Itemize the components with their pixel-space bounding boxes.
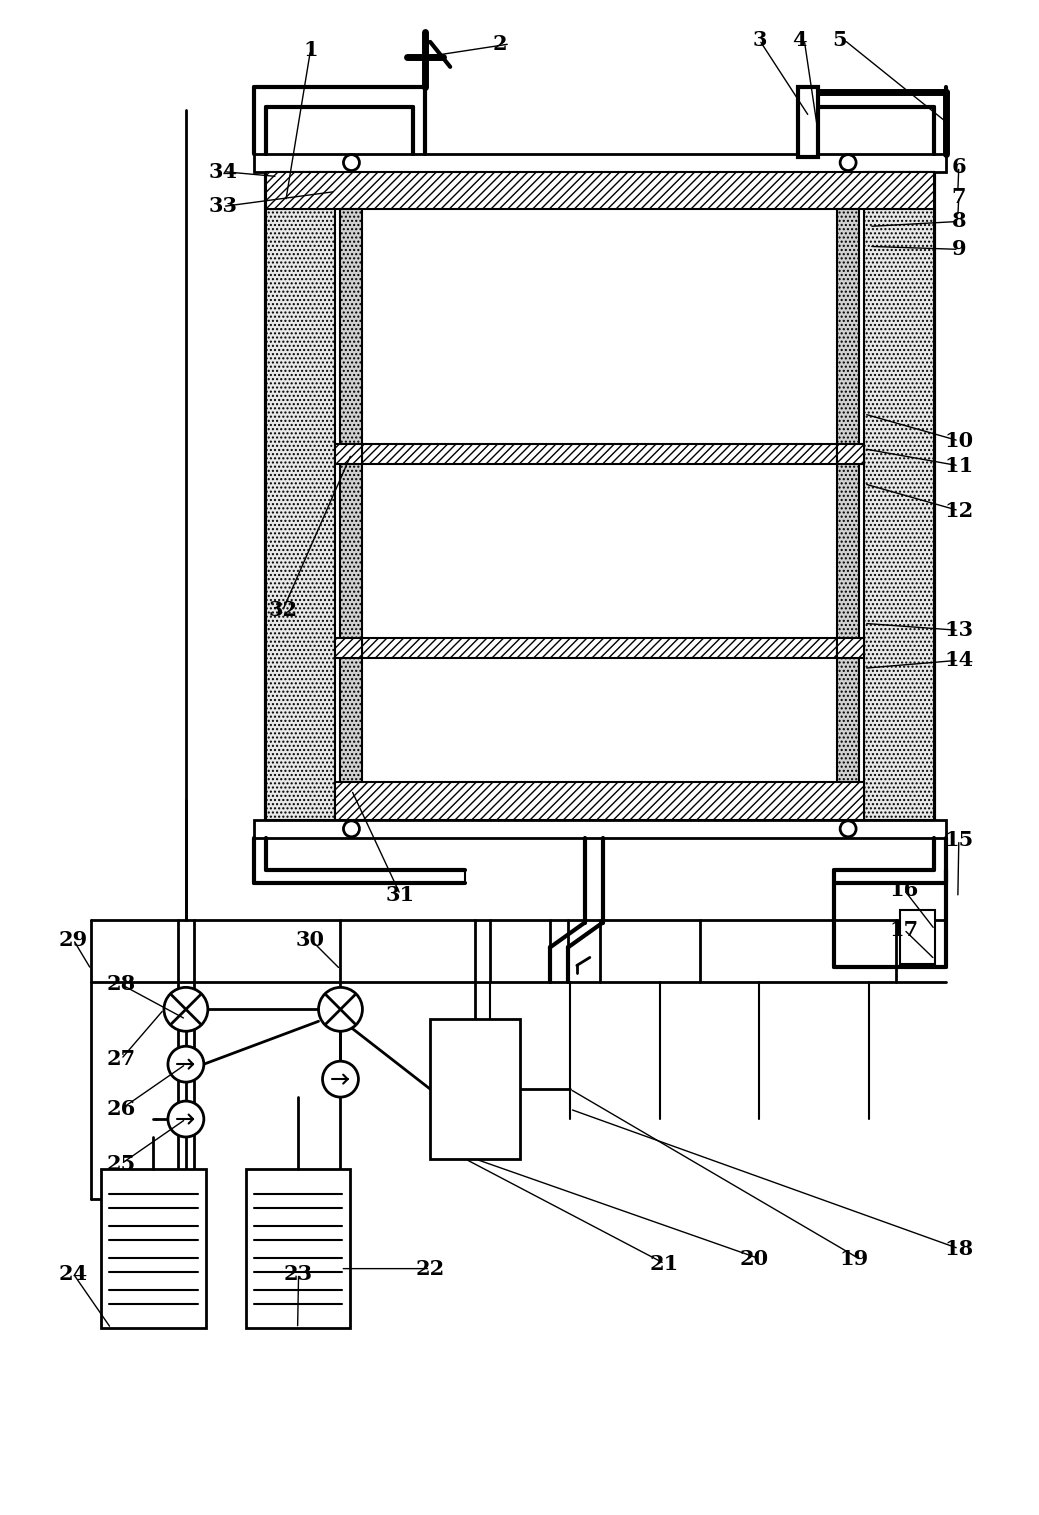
Bar: [341, 209, 363, 820]
Text: 23: 23: [284, 1264, 313, 1283]
Text: 28: 28: [107, 974, 136, 994]
Text: 17: 17: [889, 920, 918, 939]
Circle shape: [319, 988, 363, 1032]
Text: 4: 4: [792, 30, 806, 50]
Bar: [363, 444, 837, 464]
Bar: [266, 171, 934, 820]
Text: 30: 30: [296, 930, 325, 950]
Circle shape: [344, 821, 359, 836]
Circle shape: [164, 988, 208, 1032]
Bar: [254, 820, 945, 838]
Bar: [246, 1170, 350, 1329]
Bar: [266, 171, 336, 820]
Bar: [336, 782, 864, 820]
Text: 25: 25: [106, 1154, 136, 1174]
Text: 2: 2: [492, 33, 507, 55]
Bar: [336, 444, 363, 464]
Text: 8: 8: [952, 212, 966, 232]
Bar: [430, 1020, 520, 1159]
Text: 9: 9: [952, 239, 966, 259]
Bar: [254, 153, 945, 171]
Bar: [864, 171, 934, 820]
Text: 11: 11: [944, 456, 974, 476]
Text: 5: 5: [832, 30, 847, 50]
Circle shape: [168, 1101, 204, 1136]
Bar: [101, 1170, 206, 1329]
Text: 7: 7: [952, 186, 966, 206]
Circle shape: [322, 1060, 358, 1097]
Circle shape: [168, 1047, 204, 1082]
Text: 21: 21: [650, 1253, 680, 1274]
Bar: [266, 171, 934, 209]
Text: 6: 6: [952, 156, 966, 177]
Text: 24: 24: [58, 1264, 88, 1283]
Text: 14: 14: [944, 650, 974, 670]
Bar: [837, 209, 859, 820]
Text: 3: 3: [752, 30, 767, 50]
Text: 15: 15: [944, 830, 974, 850]
Text: 20: 20: [740, 1248, 769, 1268]
Bar: [900, 909, 935, 965]
Circle shape: [841, 821, 856, 836]
Text: 16: 16: [889, 880, 918, 900]
Text: 33: 33: [208, 197, 237, 217]
Text: 32: 32: [268, 600, 297, 621]
Bar: [837, 444, 864, 464]
Text: 19: 19: [840, 1248, 869, 1268]
Bar: [837, 638, 864, 658]
Bar: [363, 638, 837, 658]
Text: 34: 34: [208, 162, 237, 182]
Text: 26: 26: [106, 1098, 136, 1120]
Circle shape: [841, 155, 856, 171]
Text: 31: 31: [385, 885, 415, 904]
Bar: [798, 86, 818, 156]
Circle shape: [344, 155, 359, 171]
Text: 12: 12: [944, 500, 974, 521]
Text: 18: 18: [944, 1239, 974, 1259]
Text: 29: 29: [58, 930, 88, 950]
Text: 10: 10: [944, 430, 974, 451]
Bar: [336, 638, 363, 658]
Text: 27: 27: [107, 1050, 136, 1070]
Text: 22: 22: [416, 1259, 445, 1279]
Text: 1: 1: [303, 39, 318, 61]
Text: 13: 13: [944, 620, 974, 641]
